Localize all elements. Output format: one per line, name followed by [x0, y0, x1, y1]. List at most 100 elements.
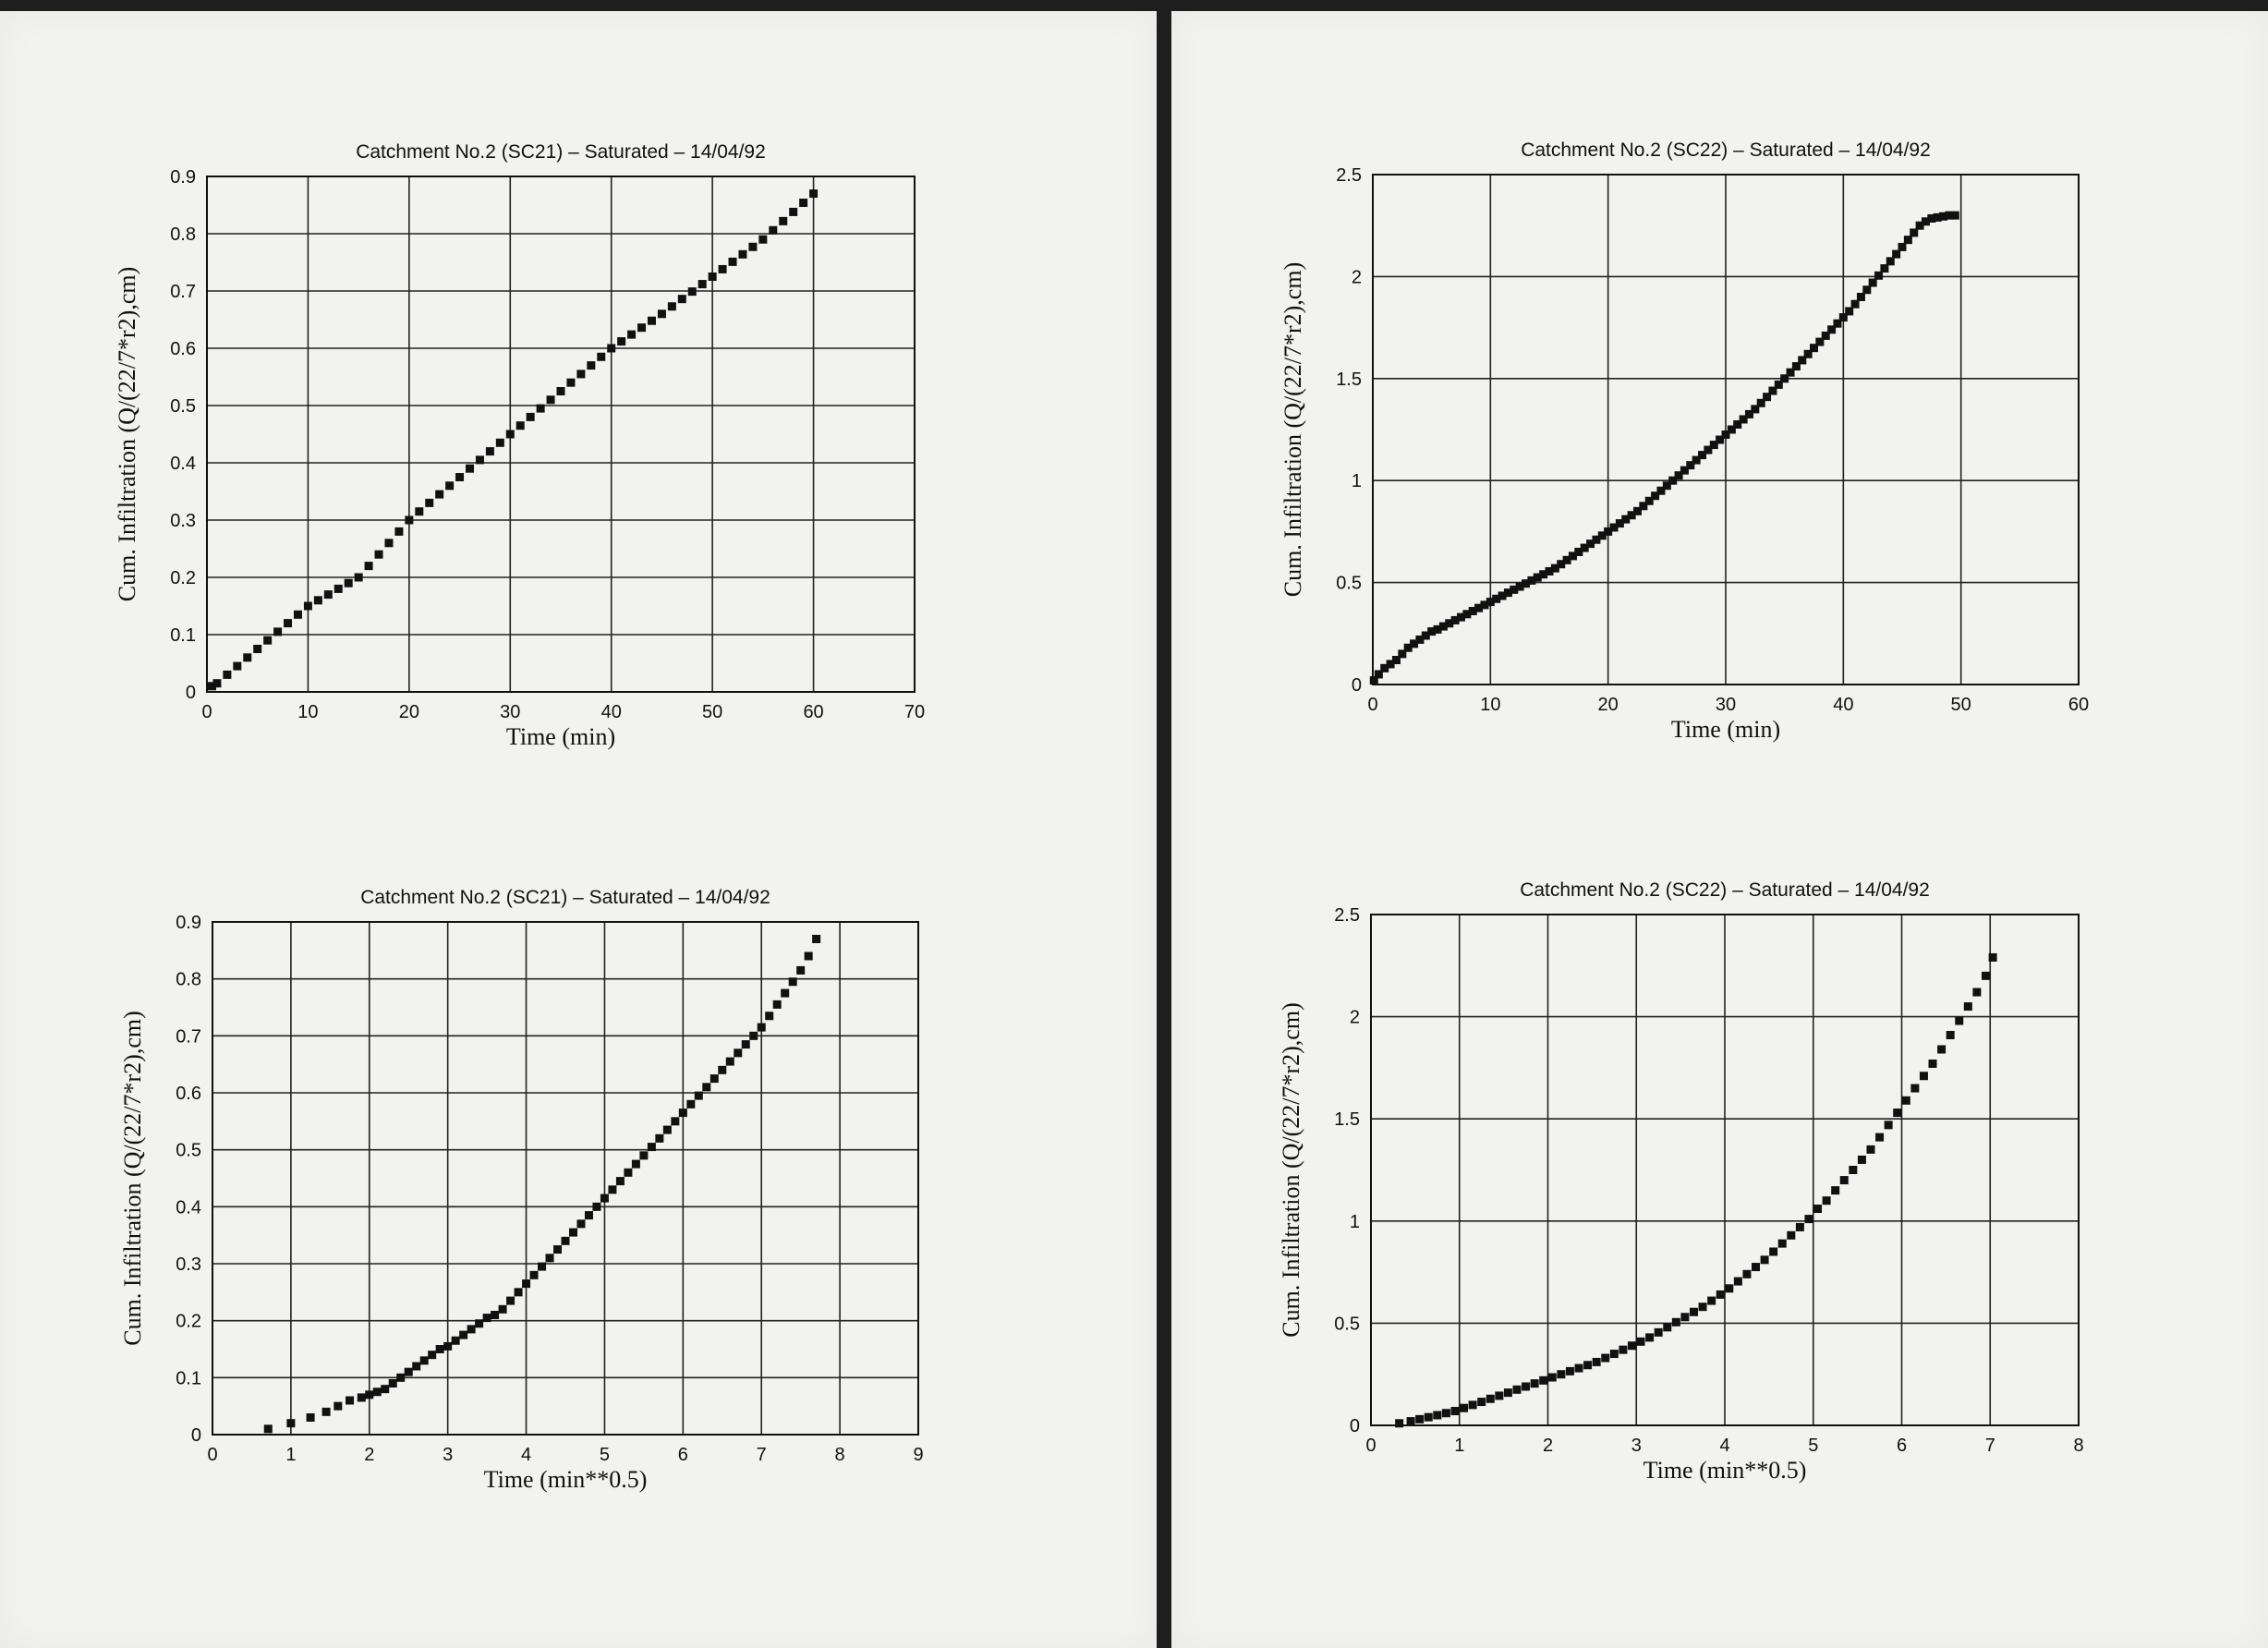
data-point — [357, 1393, 366, 1402]
data-point — [1477, 1398, 1486, 1407]
data-point — [1868, 278, 1877, 287]
data-point — [796, 965, 806, 975]
data-point — [1468, 607, 1477, 616]
data-point — [1380, 663, 1389, 673]
data-point — [1424, 1412, 1433, 1422]
data-point — [1874, 271, 1884, 280]
y-tick-label: 2.5 — [1336, 165, 1362, 186]
data-point — [772, 1000, 782, 1009]
data-point — [346, 1396, 355, 1405]
y-tick-label: 0.4 — [170, 454, 196, 474]
data-point — [1574, 1363, 1583, 1373]
data-point — [443, 1341, 453, 1351]
data-point — [576, 1219, 586, 1229]
data-point — [1698, 1303, 1707, 1312]
data-point — [1838, 313, 1848, 322]
data-point — [600, 1194, 609, 1203]
data-point — [1651, 491, 1660, 501]
data-point — [396, 1373, 406, 1382]
data-point — [1850, 299, 1860, 309]
y-tick-label: 1 — [1350, 1212, 1360, 1232]
data-point — [1597, 531, 1607, 540]
data-point — [1557, 1370, 1566, 1379]
data-point — [728, 257, 737, 266]
data-point — [273, 627, 283, 636]
data-point — [1510, 585, 1519, 594]
chart-title: Catchment No.2 (SC21) – Saturated – 14/0… — [360, 887, 770, 908]
x-tick-label: 40 — [601, 702, 622, 722]
data-point — [303, 601, 312, 611]
y-tick-label: 2 — [1350, 1008, 1360, 1028]
data-point — [1744, 409, 1753, 418]
x-tick-label: 10 — [297, 702, 318, 722]
data-point — [526, 412, 535, 421]
data-point — [514, 1288, 523, 1297]
data-point — [1733, 1277, 1742, 1286]
data-point — [428, 1351, 437, 1360]
data-point — [788, 977, 797, 987]
y-tick-label: 0.9 — [170, 167, 196, 188]
x-tick-label: 5 — [1808, 1436, 1818, 1456]
data-point — [334, 1401, 343, 1411]
data-point — [639, 1151, 649, 1160]
data-point — [1450, 615, 1460, 624]
data-point — [485, 447, 494, 456]
data-point — [1880, 264, 1889, 273]
data-point — [1527, 576, 1536, 585]
x-tick-label: 6 — [678, 1445, 688, 1465]
data-point — [556, 387, 565, 395]
data-point — [1939, 212, 1948, 221]
data-point — [597, 352, 606, 361]
data-point — [1530, 1379, 1539, 1388]
data-point — [1950, 211, 1959, 220]
x-tick-label: 7 — [1985, 1436, 1995, 1456]
data-point — [1627, 1341, 1636, 1351]
data-point — [1644, 496, 1654, 505]
data-point — [647, 316, 656, 325]
data-point — [1827, 325, 1837, 334]
data-point — [212, 679, 222, 688]
data-point — [627, 330, 637, 339]
data-point — [286, 1419, 296, 1428]
data-point — [1795, 1222, 1804, 1231]
data-point — [1742, 1269, 1752, 1278]
data-point — [1562, 555, 1571, 564]
data-point — [678, 1109, 687, 1118]
data-point — [372, 1387, 382, 1397]
data-point — [566, 378, 576, 387]
data-point — [710, 1074, 719, 1084]
data-point — [624, 1168, 633, 1177]
y-tick-label: 0.7 — [170, 282, 196, 302]
data-point — [1450, 1407, 1460, 1416]
data-point — [1492, 594, 1501, 603]
data-point — [506, 1296, 515, 1305]
data-point — [1645, 1333, 1655, 1342]
data-point — [1945, 211, 1954, 220]
data-point — [1427, 627, 1437, 636]
data-point — [1780, 374, 1789, 383]
data-point — [1981, 971, 1990, 980]
y-tick-label: 0 — [186, 683, 196, 703]
data-point — [734, 1048, 743, 1058]
data-point — [1777, 1239, 1787, 1248]
data-point — [1856, 292, 1865, 301]
data-point — [1522, 579, 1531, 588]
data-point — [1609, 1350, 1619, 1359]
data-point — [354, 573, 363, 582]
data-point — [1862, 285, 1872, 295]
data-point — [779, 216, 788, 225]
data-point — [1725, 1284, 1734, 1293]
x-tick-label: 60 — [803, 702, 823, 722]
data-point — [475, 1319, 484, 1328]
data-point — [415, 507, 424, 516]
data-point — [1709, 441, 1718, 450]
data-point — [647, 1143, 656, 1152]
data-point — [1468, 1400, 1477, 1410]
data-point — [1480, 600, 1489, 610]
chart-title: Catchment No.2 (SC22) – Saturated – 14/0… — [1521, 139, 1931, 161]
data-point — [781, 988, 790, 998]
data-point — [1910, 1084, 1920, 1093]
data-point — [293, 610, 302, 619]
data-point — [459, 1330, 468, 1339]
data-point — [1756, 398, 1765, 407]
